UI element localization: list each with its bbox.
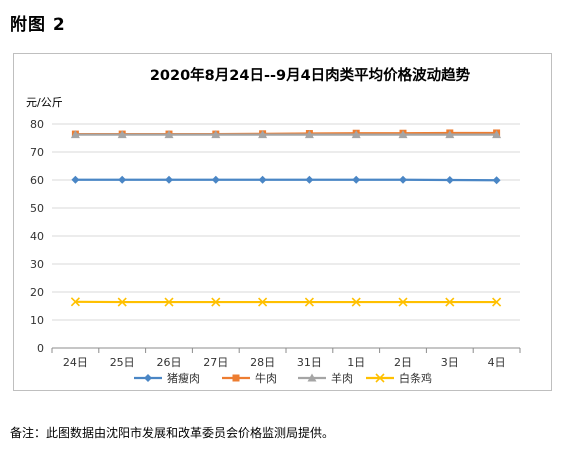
legend-marker-point	[307, 373, 317, 382]
x-tick-label: 31日	[297, 356, 322, 369]
axes: 0 10 20 30 40 50 60 70 80 24日 25日 26日 27日 28日 31日 1日 2日 3…	[30, 118, 521, 369]
series-chicken-point	[445, 297, 455, 307]
y-tick-label: 70	[30, 146, 44, 159]
legend: 猪瘦肉 牛肉 羊肉 白条鸡	[134, 371, 432, 385]
series-chicken-point	[70, 297, 80, 307]
footnote: 备注：此图数据由沈阳市发展和改革委员会价格监测局提供。	[10, 426, 335, 440]
series-mutton-point	[258, 130, 268, 139]
grid-lines	[52, 123, 520, 349]
series-pork-point	[445, 176, 454, 184]
series-chicken-point	[258, 297, 268, 307]
legend-label: 白条鸡	[399, 371, 432, 385]
x-tick-label: 4日	[488, 356, 506, 369]
x-tick-label: 26日	[157, 356, 182, 369]
series-chicken-point	[304, 297, 314, 307]
chart-frame: 2020年8月24日--9月4日肉类平均价格波动趋势 元/公斤 0 10 20 30 4…	[13, 53, 552, 391]
series-chicken-point	[164, 297, 174, 307]
series-mutton-point	[70, 130, 80, 139]
y-axis-label: 元/公斤	[26, 96, 63, 109]
series-mutton-point	[398, 130, 408, 139]
series-pork	[71, 175, 501, 185]
y-tick-label: 30	[30, 258, 44, 271]
series-chicken-point	[492, 297, 502, 307]
series-mutton-point	[351, 130, 361, 139]
series-mutton-point	[492, 130, 502, 139]
y-tick-label: 40	[30, 230, 44, 243]
legend-item-beef: 牛肉	[222, 371, 277, 385]
series-pork-point	[258, 175, 267, 184]
x-tick-label: 25日	[110, 356, 135, 369]
legend-marker-point	[232, 374, 240, 382]
series-pork-point	[305, 175, 314, 184]
x-tick-label: 24日	[63, 356, 88, 369]
series-pork-point	[165, 175, 173, 184]
legend-label: 猪瘦肉	[167, 371, 200, 385]
x-tick-label: 3日	[441, 356, 459, 369]
y-tick-label: 20	[30, 286, 44, 299]
series-mutton-point	[164, 130, 174, 139]
legend-item-mutton: 羊肉	[298, 371, 353, 385]
series-pork-point	[118, 175, 127, 184]
x-tick-label: 2日	[394, 356, 412, 369]
series-chicken	[70, 297, 502, 307]
legend-marker-point	[375, 373, 385, 383]
series-pork-line	[75, 178, 497, 182]
series-pork-point	[352, 175, 361, 184]
series-lines	[70, 129, 502, 307]
series-beef	[71, 129, 501, 138]
series-chicken-point	[211, 297, 221, 307]
series-pork-point	[492, 176, 501, 185]
series-mutton	[70, 130, 502, 139]
chart-title: 2020年8月24日--9月4日肉类平均价格波动趋势	[150, 66, 471, 84]
page-heading: 附图 2	[10, 15, 66, 35]
series-pork-point	[71, 175, 80, 184]
series-pork-point	[399, 175, 407, 184]
series-mutton-point	[304, 130, 314, 139]
legend-item-pork: 猪瘦肉	[134, 371, 200, 385]
x-tick-label: 28日	[250, 356, 275, 369]
y-tick-label: 80	[30, 118, 44, 131]
x-tick-label: 27日	[203, 356, 228, 369]
legend-label: 牛肉	[255, 371, 277, 385]
series-mutton-point	[117, 130, 127, 139]
series-chicken-point	[117, 297, 127, 307]
series-chicken-point	[398, 297, 408, 307]
series-mutton-point	[445, 130, 455, 139]
y-tick-label: 50	[30, 202, 44, 215]
series-chicken-point	[351, 297, 361, 307]
line-chart: 2020年8月24日--9月4日肉类平均价格波动趋势 元/公斤 0 10 20 30 4…	[26, 66, 521, 385]
x-tick-label: 1日	[347, 356, 365, 369]
legend-label: 羊肉	[331, 371, 353, 385]
y-tick-label: 60	[30, 174, 44, 187]
series-mutton-point	[211, 130, 221, 139]
series-pork-point	[211, 175, 220, 184]
y-tick-label: 10	[30, 314, 44, 327]
y-tick-label: 0	[37, 342, 44, 355]
legend-marker-point	[144, 374, 152, 382]
legend-item-chicken: 白条鸡	[366, 371, 432, 385]
